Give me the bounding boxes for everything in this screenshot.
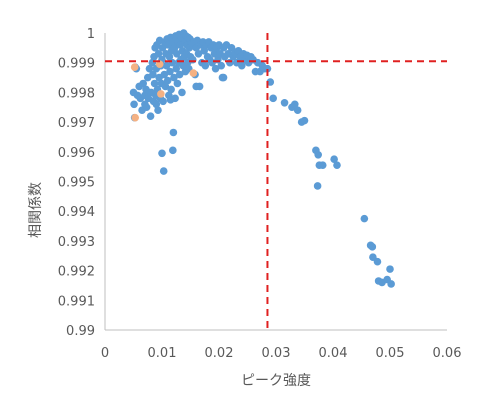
data-point xyxy=(386,265,394,273)
data-point xyxy=(211,64,220,73)
y-tick-label: 1 xyxy=(87,27,95,42)
data-point xyxy=(201,61,210,70)
data-point xyxy=(360,214,369,223)
data-point xyxy=(166,67,174,76)
data-point xyxy=(387,280,395,288)
data-point xyxy=(160,70,169,79)
axes xyxy=(104,33,447,331)
data-point xyxy=(169,146,177,155)
data-point xyxy=(145,64,154,73)
x-tick-label: 0.03 xyxy=(262,346,291,361)
data-point xyxy=(166,96,175,104)
data-point xyxy=(293,106,302,115)
y-tick-label: 0.991 xyxy=(58,294,95,309)
data-point xyxy=(318,161,327,169)
data-point xyxy=(158,149,166,158)
data-point xyxy=(169,128,178,137)
data-point xyxy=(368,243,377,251)
data-point xyxy=(189,69,198,77)
data-point xyxy=(238,61,246,70)
y-tick-label: 0.99 xyxy=(66,324,95,339)
data-point xyxy=(313,182,322,190)
data-point xyxy=(173,79,182,88)
data-point xyxy=(217,61,226,70)
data-point xyxy=(314,150,322,159)
x-tick-label: 0.06 xyxy=(433,346,462,361)
data-point xyxy=(130,100,138,109)
data-point xyxy=(154,49,163,58)
data-point xyxy=(159,167,168,175)
data-point xyxy=(263,64,272,73)
y-tick-label: 0.999 xyxy=(58,57,95,72)
data-point xyxy=(188,55,197,64)
y-tick-label: 0.995 xyxy=(58,176,95,191)
data-point xyxy=(170,44,179,52)
data-point xyxy=(152,100,161,109)
data-point xyxy=(130,63,139,71)
data-point xyxy=(333,161,341,169)
y-tick-label: 0.993 xyxy=(58,235,95,250)
x-tick-label: 0 xyxy=(101,346,109,361)
y-tick-label: 0.994 xyxy=(58,205,95,220)
data-point xyxy=(139,79,147,88)
y-tick-label: 0.997 xyxy=(58,116,95,131)
data-point xyxy=(219,73,228,82)
data-point xyxy=(161,82,170,91)
data-point xyxy=(175,70,184,79)
data-point xyxy=(210,49,219,58)
data-point xyxy=(200,47,208,55)
x-tick-label: 0.02 xyxy=(205,346,234,361)
data-point xyxy=(178,88,186,97)
data-point xyxy=(280,98,289,107)
data-point xyxy=(165,52,174,61)
data-point xyxy=(269,94,277,103)
x-tick-labels: 0 0.01 0.02 0.03 0.04 0.05 0.06 xyxy=(101,346,462,361)
data-point xyxy=(291,100,299,109)
x-tick-label: 0.01 xyxy=(148,346,177,361)
data-point xyxy=(192,82,200,91)
y-tick-label: 0.998 xyxy=(58,86,95,101)
data-point xyxy=(330,155,338,164)
data-point xyxy=(146,112,155,120)
data-point xyxy=(150,79,159,88)
data-points xyxy=(129,29,395,288)
data-point xyxy=(154,106,162,115)
data-point xyxy=(159,97,167,106)
x-axis-title: ピーク強度 xyxy=(241,373,311,389)
data-point xyxy=(172,64,181,73)
y-tick-label: 0.996 xyxy=(58,146,95,161)
y-axis-title: 相関係数 xyxy=(28,182,44,238)
x-tick-label: 0.05 xyxy=(376,346,405,361)
x-tick-label: 0.04 xyxy=(319,346,348,361)
data-point xyxy=(141,100,149,109)
data-point xyxy=(155,60,164,68)
data-point xyxy=(157,90,165,98)
data-point xyxy=(300,116,309,125)
data-point xyxy=(373,257,382,266)
data-point xyxy=(170,73,178,82)
data-point xyxy=(163,76,172,85)
y-tick-label: 0.992 xyxy=(58,265,95,280)
y-tick-labels: 0.99 0.991 0.992 0.993 0.994 0.995 0.996 0.997 0… xyxy=(58,27,95,339)
data-point xyxy=(158,44,167,52)
threshold-lines xyxy=(105,33,447,330)
data-point xyxy=(194,49,203,58)
data-point xyxy=(131,113,140,122)
data-point xyxy=(167,85,175,94)
data-point xyxy=(173,49,181,58)
data-point xyxy=(162,61,171,70)
data-point xyxy=(149,70,157,79)
